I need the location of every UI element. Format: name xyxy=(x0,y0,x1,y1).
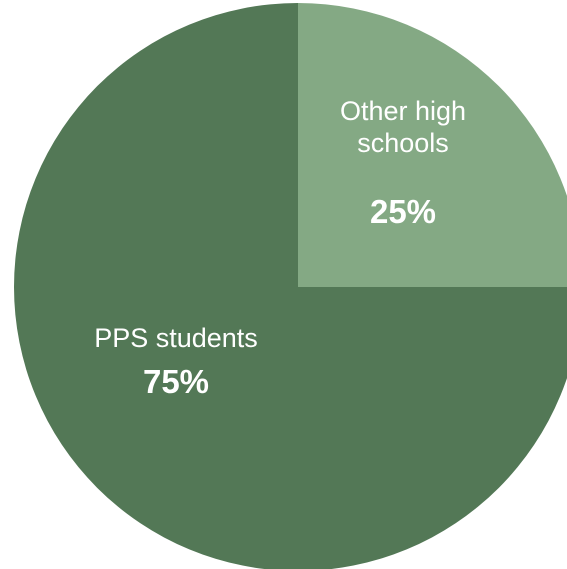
pie-slices xyxy=(14,3,567,569)
slice-1-value-label: 75% xyxy=(143,363,209,400)
pie-slice-0 xyxy=(298,3,567,287)
slice-1-label-line-0: PPS students xyxy=(94,323,258,353)
slice-0-value-label: 25% xyxy=(370,193,436,230)
slice-0-label-line-1: schools xyxy=(357,128,449,158)
pie-slice-1 xyxy=(14,3,567,569)
slice-0-label-line-0: Other high xyxy=(340,96,466,126)
